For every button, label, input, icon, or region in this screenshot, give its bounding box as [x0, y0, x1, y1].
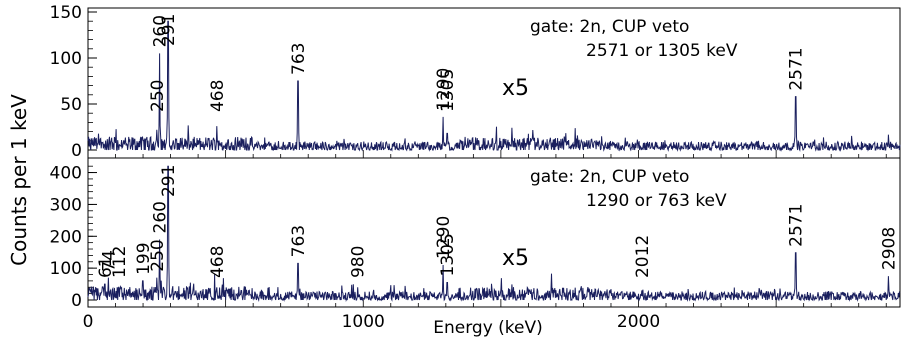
y-tick-label: 0: [71, 141, 82, 161]
peak-label: 763: [289, 43, 309, 75]
peak-label: 260: [151, 201, 171, 233]
peak-label: 1305: [438, 233, 458, 276]
y-tick-label: 150: [50, 3, 82, 23]
peak-label: 1290: [434, 68, 454, 111]
gate-energies-annotation: 1290 or 763 keV: [586, 191, 727, 211]
x-axis-label: Energy (keV): [433, 318, 543, 338]
y-tick-label: 200: [50, 227, 82, 247]
x-tick-label: 1000: [342, 312, 385, 332]
peak-label: 291: [159, 165, 179, 197]
gate-energies-annotation: 2571 or 1305 keV: [586, 41, 738, 61]
gate-annotation: gate: 2n, CUP veto: [530, 167, 689, 187]
peak-label: 980: [349, 246, 369, 278]
peak-label: 199: [134, 242, 154, 274]
x-tick-label: 0: [83, 312, 94, 332]
scale-note: x5: [502, 246, 529, 271]
peak-label: 468: [208, 246, 228, 278]
peak-label: 260: [151, 15, 171, 47]
peak-label: 1305: [438, 69, 458, 112]
spectrum-line: [87, 20, 901, 152]
x-tick-label: 2000: [617, 312, 660, 332]
peak-label: 2571: [787, 47, 807, 90]
y-tick-label: 400: [50, 164, 82, 184]
peak-label: 763: [289, 225, 309, 257]
y-tick-label: 0: [71, 291, 82, 311]
peak-label: 112: [110, 246, 130, 278]
y-axis-label-group: Counts per 1 keV: [7, 94, 31, 266]
peak-label: 291: [159, 14, 179, 46]
gate-annotation: gate: 2n, CUP veto: [530, 17, 689, 37]
spectrum-line: [87, 165, 901, 302]
peak-label: 2571: [787, 204, 807, 247]
peak-label: 74: [99, 250, 119, 272]
y-tick-label: 50: [60, 95, 82, 115]
peak-label: 250: [148, 239, 168, 271]
peak-label: 1290: [434, 216, 454, 259]
peak-label: 61: [96, 256, 116, 278]
scale-note: x5: [502, 76, 529, 101]
panel-frame: [87, 157, 901, 308]
peak-label: 2012: [633, 235, 653, 278]
peak-label: 2908: [879, 227, 899, 270]
y-axis-label: Counts per 1 keV: [7, 94, 31, 266]
peak-label: 250: [148, 80, 168, 112]
y-tick-label: 300: [50, 195, 82, 215]
peak-label: 468: [208, 80, 228, 112]
y-tick-label: 100: [50, 49, 82, 69]
y-tick-label: 100: [50, 259, 82, 279]
